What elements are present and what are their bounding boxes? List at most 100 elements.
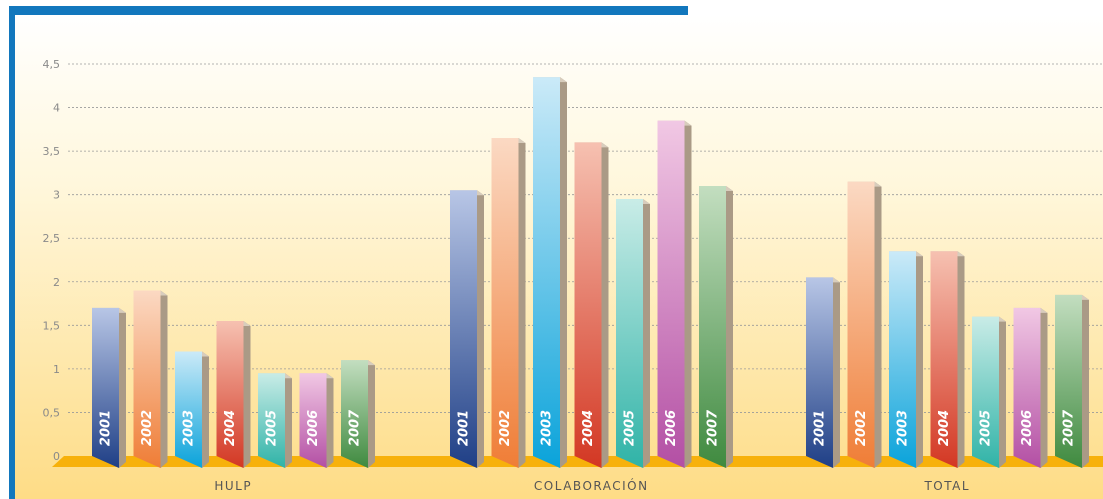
category-label: TOTAL — [923, 479, 970, 493]
bar-front — [450, 190, 477, 469]
y-tick-label: 1,5 — [43, 319, 61, 332]
bar-side — [202, 351, 209, 468]
bar: 2001 — [92, 307, 126, 468]
bar-year-label: 2006 — [1020, 410, 1035, 446]
y-tick-label: 1 — [53, 363, 60, 376]
bar: 2005 — [258, 373, 292, 468]
bar: 2004 — [574, 142, 609, 468]
bar-front — [258, 373, 285, 468]
bar-year-label: 2001 — [813, 410, 828, 446]
bar-year-label: 2003 — [540, 410, 555, 446]
y-tick-label: 0 — [53, 450, 60, 463]
bar: 2001 — [806, 277, 840, 468]
y-tick-label: 4,5 — [43, 58, 61, 71]
bar: 2001 — [450, 190, 484, 469]
bar-front — [806, 277, 833, 468]
bar: 2007 — [1055, 294, 1089, 468]
category-label: HULP — [214, 479, 252, 493]
bar: 2003 — [175, 351, 209, 468]
bar-front — [847, 181, 875, 468]
bar-front — [616, 199, 643, 468]
bar-front — [699, 185, 726, 468]
bar: 2006 — [1013, 307, 1048, 468]
bar-year-label: 2007 — [348, 409, 363, 446]
y-tick-label: 0,5 — [43, 406, 61, 419]
bar-side — [1082, 294, 1089, 468]
bar-year-label: 2003 — [896, 410, 911, 446]
bar-side — [518, 138, 526, 469]
bar-side — [726, 185, 733, 468]
bar-side — [601, 142, 609, 468]
bar-front — [1055, 294, 1082, 468]
bar-year-label: 2004 — [937, 410, 952, 446]
bar-front — [175, 351, 202, 468]
frame-top-bar — [9, 6, 688, 15]
y-tick-label: 2,5 — [43, 232, 61, 245]
bar-side — [957, 251, 965, 468]
bar-year-label: 2003 — [182, 410, 197, 446]
bar: 2007 — [699, 185, 733, 468]
bar-year-label: 2002 — [140, 410, 155, 446]
bar: 2003 — [533, 77, 567, 469]
y-tick-label: 2 — [53, 276, 60, 289]
bar: 2002 — [133, 290, 168, 468]
bar-year-label: 2005 — [265, 410, 280, 446]
bar-side — [285, 373, 292, 468]
bar-side — [1040, 307, 1048, 468]
y-axis: 0 0,5 1 1,5 2 2,5 3 3,5 4 4,5 — [43, 58, 61, 463]
bar: 2004 — [216, 320, 251, 468]
category-label: COLABORACIÓN — [534, 478, 649, 493]
bar: 2002 — [491, 138, 526, 469]
bar: 2005 — [972, 316, 1006, 468]
bar-front — [341, 360, 368, 468]
bar-side — [326, 373, 334, 468]
bar-side — [560, 77, 567, 469]
bar-year-label: 2007 — [706, 409, 721, 446]
bar-front — [92, 307, 119, 468]
bars: 2001 2002 2003 2004 2005 2006 2007 2001 2002 2003… — [92, 77, 1089, 469]
bar-year-label: 2002 — [854, 410, 869, 446]
bar-front — [972, 316, 999, 468]
bar-front — [889, 251, 916, 468]
bar-front — [1013, 307, 1041, 468]
bar: 2006 — [299, 373, 334, 468]
bar-front — [930, 251, 958, 468]
bar-side — [160, 290, 168, 468]
bar-year-label: 2005 — [623, 410, 638, 446]
bar-front — [133, 290, 161, 468]
bar: 2007 — [341, 360, 375, 468]
bar-year-label: 2001 — [457, 410, 472, 446]
bar-front — [533, 77, 560, 469]
bar-side — [477, 190, 484, 469]
bar-side — [643, 199, 650, 468]
bar-side — [999, 316, 1006, 468]
bar: 2002 — [847, 181, 882, 468]
bar-year-label: 2004 — [223, 410, 238, 446]
bar-side — [243, 320, 251, 468]
bar-year-label: 2001 — [99, 410, 114, 446]
bar: 2006 — [657, 120, 692, 468]
bar-side — [119, 307, 126, 468]
bar-front — [299, 373, 327, 468]
bar: 2003 — [889, 251, 923, 468]
bar-side — [916, 251, 923, 468]
bar-front — [657, 120, 685, 468]
bar-year-label: 2002 — [498, 410, 513, 446]
bar-side — [368, 360, 375, 468]
bar: 2005 — [616, 199, 650, 468]
y-tick-label: 3 — [53, 189, 60, 202]
bar-year-label: 2005 — [979, 410, 994, 446]
bar-side — [833, 277, 840, 468]
bar-year-label: 2006 — [306, 410, 321, 446]
bar-front — [491, 138, 519, 469]
bar-side — [874, 181, 882, 468]
group-labels: HULP COLABORACIÓN TOTAL — [214, 478, 970, 493]
bar-year-label: 2004 — [581, 410, 596, 446]
y-tick-label: 3,5 — [43, 145, 61, 158]
bar-front — [574, 142, 602, 468]
bar-year-label: 2006 — [664, 410, 679, 446]
bar-front — [216, 320, 244, 468]
frame-left-bar — [9, 6, 15, 499]
bar: 2004 — [930, 251, 965, 468]
